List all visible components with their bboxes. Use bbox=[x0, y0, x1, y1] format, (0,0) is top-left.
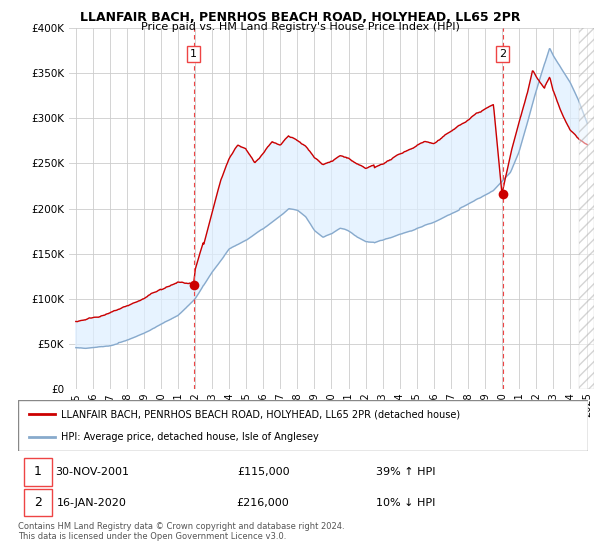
Text: 2: 2 bbox=[34, 496, 42, 509]
Text: Price paid vs. HM Land Registry's House Price Index (HPI): Price paid vs. HM Land Registry's House … bbox=[140, 22, 460, 32]
Text: LLANFAIR BACH, PENRHOS BEACH ROAD, HOLYHEAD, LL65 2PR (detached house): LLANFAIR BACH, PENRHOS BEACH ROAD, HOLYH… bbox=[61, 409, 460, 419]
Text: 1: 1 bbox=[190, 49, 197, 59]
Text: LLANFAIR BACH, PENRHOS BEACH ROAD, HOLYHEAD, LL65 2PR: LLANFAIR BACH, PENRHOS BEACH ROAD, HOLYH… bbox=[80, 11, 520, 24]
Text: 39% ↑ HPI: 39% ↑ HPI bbox=[376, 467, 436, 477]
Text: £115,000: £115,000 bbox=[237, 467, 289, 477]
Text: 2: 2 bbox=[499, 49, 506, 59]
Text: 1: 1 bbox=[34, 465, 42, 478]
Text: Contains HM Land Registry data © Crown copyright and database right 2024.
This d: Contains HM Land Registry data © Crown c… bbox=[18, 522, 344, 542]
Text: 16-JAN-2020: 16-JAN-2020 bbox=[57, 498, 127, 507]
Text: HPI: Average price, detached house, Isle of Anglesey: HPI: Average price, detached house, Isle… bbox=[61, 432, 319, 442]
Bar bbox=[24, 458, 52, 486]
Text: 30-NOV-2001: 30-NOV-2001 bbox=[55, 467, 129, 477]
Text: £216,000: £216,000 bbox=[237, 498, 289, 507]
Bar bbox=[24, 489, 52, 516]
Text: 10% ↓ HPI: 10% ↓ HPI bbox=[376, 498, 435, 507]
